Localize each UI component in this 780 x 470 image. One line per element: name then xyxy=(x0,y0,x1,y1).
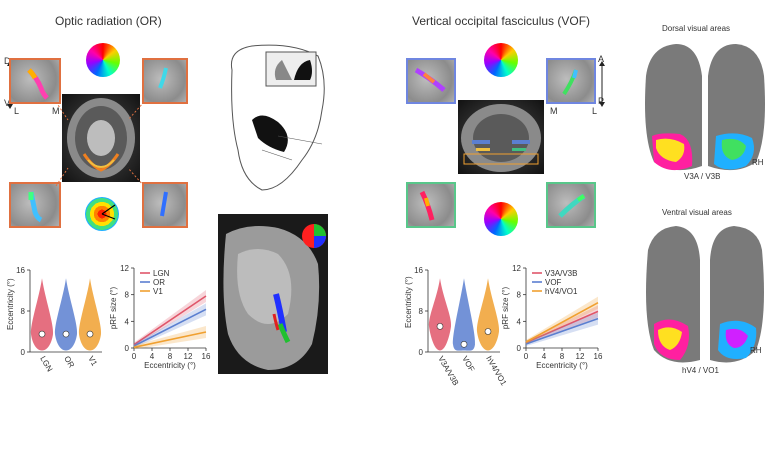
x-tick-label: 8 xyxy=(560,352,565,361)
or-title: Optic radiation (OR) xyxy=(55,14,162,28)
x-tick-label: VOF xyxy=(460,355,476,374)
y-tick-label: 16 xyxy=(16,266,25,275)
y-tick-label: 0 xyxy=(419,348,424,357)
or-thumb-bottom-right xyxy=(142,182,188,228)
vof-thumb-bottom-right xyxy=(546,182,596,228)
vof-color-wheel-top xyxy=(484,43,518,77)
dorsal-cortical-surface xyxy=(640,36,770,176)
violin-vof xyxy=(452,278,476,351)
x-tick-label: V1 xyxy=(86,355,99,368)
vof-thumb-bottom-left xyxy=(406,182,456,228)
x-tick-label: OR xyxy=(62,355,76,370)
or-prf-line-chart: 0 4 8 12 0 4 8 12 16 Eccentricity (°) pRF size (°)… xyxy=(108,258,218,378)
vof-lateral-label: L xyxy=(592,106,598,116)
x-tick-label: 16 xyxy=(594,352,603,361)
or-violin-ylabel: Eccentricity (°) xyxy=(6,278,15,330)
legend-label: OR xyxy=(153,278,165,287)
vof-medial-label: M xyxy=(550,106,558,116)
or-ventral-label: V xyxy=(4,98,11,108)
vof-thumb-top-right xyxy=(546,58,596,104)
or-thumb-top-right xyxy=(142,58,188,104)
x-tick-label: 0 xyxy=(524,352,529,361)
legend-label: VOF xyxy=(545,278,562,287)
series-line-v1 xyxy=(133,331,207,349)
y-tick-label: 12 xyxy=(120,264,129,273)
or-medial-label: M xyxy=(52,106,60,116)
sagittal-mri xyxy=(218,214,328,374)
or-axial-mri xyxy=(62,94,140,182)
dorsal-visual-areas-title: Dorsal visual areas xyxy=(662,24,731,33)
x-tick-label: 12 xyxy=(184,352,193,361)
legend-label: hV4/VO1 xyxy=(545,287,578,296)
x-tick-label: 0 xyxy=(132,352,137,361)
violin-hv4-vo1 xyxy=(476,278,500,351)
y-tick-label: 16 xyxy=(414,266,423,275)
median-marker xyxy=(86,330,94,338)
x-tick-label: 4 xyxy=(542,352,547,361)
vof-eccentricity-violin-chart: 0 8 16 V3A/V3B VOF hV4/VO1 xyxy=(398,258,510,388)
y-tick-label: 8 xyxy=(21,307,26,316)
or-visual-field-target xyxy=(85,197,119,231)
series-line-or xyxy=(133,308,207,347)
y-axis-label: pRF size (°) xyxy=(109,287,118,330)
series-line-hv4-vo1 xyxy=(525,301,599,343)
median-marker xyxy=(484,328,492,335)
ventral-visual-areas-title: Ventral visual areas xyxy=(662,208,732,217)
x-axis-label: Eccentricity (°) xyxy=(536,361,588,370)
y-tick-label: 0 xyxy=(125,344,130,353)
x-tick-label: 16 xyxy=(202,352,211,361)
y-tick-label: 0 xyxy=(21,348,26,357)
or-color-wheel xyxy=(86,43,120,77)
y-axis-label: pRF size (°) xyxy=(501,287,510,330)
x-axis-label: Eccentricity (°) xyxy=(144,361,196,370)
x-tick-label: V3A/V3B xyxy=(436,355,460,388)
legend-label: V3A/V3B xyxy=(545,269,577,278)
vof-prf-line-chart: 0 4 8 12 0 4 8 12 16 Eccentricity (°) pRF size (°)… xyxy=(500,258,612,378)
median-marker xyxy=(62,330,70,338)
or-eccentricity-violin-chart: 0 8 16 LGN OR V1 xyxy=(0,258,110,378)
series-line-vof xyxy=(525,317,599,345)
x-tick-label: 8 xyxy=(168,352,173,361)
vof-anterior-label: A xyxy=(598,54,605,64)
vof-coronal-mri xyxy=(458,100,544,174)
vof-thumb-top-left xyxy=(406,58,456,104)
or-thumb-top-left xyxy=(9,58,61,104)
legend-label: LGN xyxy=(153,269,170,278)
y-tick-label: 12 xyxy=(512,264,521,273)
or-dorsal-label: D xyxy=(4,56,11,66)
y-tick-label: 8 xyxy=(517,291,522,300)
or-lateral-label: L xyxy=(14,106,20,116)
ventral-rh-label: RH xyxy=(750,346,762,355)
or-connector-lines xyxy=(40,100,150,190)
dorsal-rh-label: RH xyxy=(752,158,764,167)
median-marker xyxy=(460,341,468,348)
y-tick-label: 8 xyxy=(419,307,424,316)
legend-label: V1 xyxy=(153,287,163,296)
violin-v1 xyxy=(78,278,102,351)
vof-violin-ylabel: Eccentricity (°) xyxy=(404,276,413,328)
x-tick-label: LGN xyxy=(38,355,54,374)
x-tick-label: 4 xyxy=(150,352,155,361)
series-line-lgn xyxy=(133,295,207,346)
y-tick-label: 8 xyxy=(125,291,130,300)
violin-or xyxy=(54,278,78,351)
y-tick-label: 0 xyxy=(517,344,522,353)
violin-lgn xyxy=(30,278,54,351)
series-line-v3a-v3b xyxy=(525,310,599,344)
y-tick-label: 4 xyxy=(125,317,130,326)
ventral-areas-label: hV4 / VO1 xyxy=(682,366,719,375)
median-marker xyxy=(436,323,444,330)
schematic-brain-drawing xyxy=(222,40,330,200)
or-thumb-bottom-left xyxy=(9,182,61,228)
vof-posterior-label: P xyxy=(598,96,605,106)
vof-title: Vertical occipital fasciculus (VOF) xyxy=(412,14,591,28)
violin-v3a-v3b xyxy=(428,278,452,351)
y-tick-label: 4 xyxy=(517,317,522,326)
dorsal-areas-label: V3A / V3B xyxy=(684,172,721,181)
x-tick-label: 12 xyxy=(576,352,585,361)
ventral-cortical-surface xyxy=(640,220,770,370)
median-marker xyxy=(38,330,46,338)
vof-orientation-axes xyxy=(594,56,624,116)
vof-color-wheel-bottom xyxy=(484,202,518,236)
